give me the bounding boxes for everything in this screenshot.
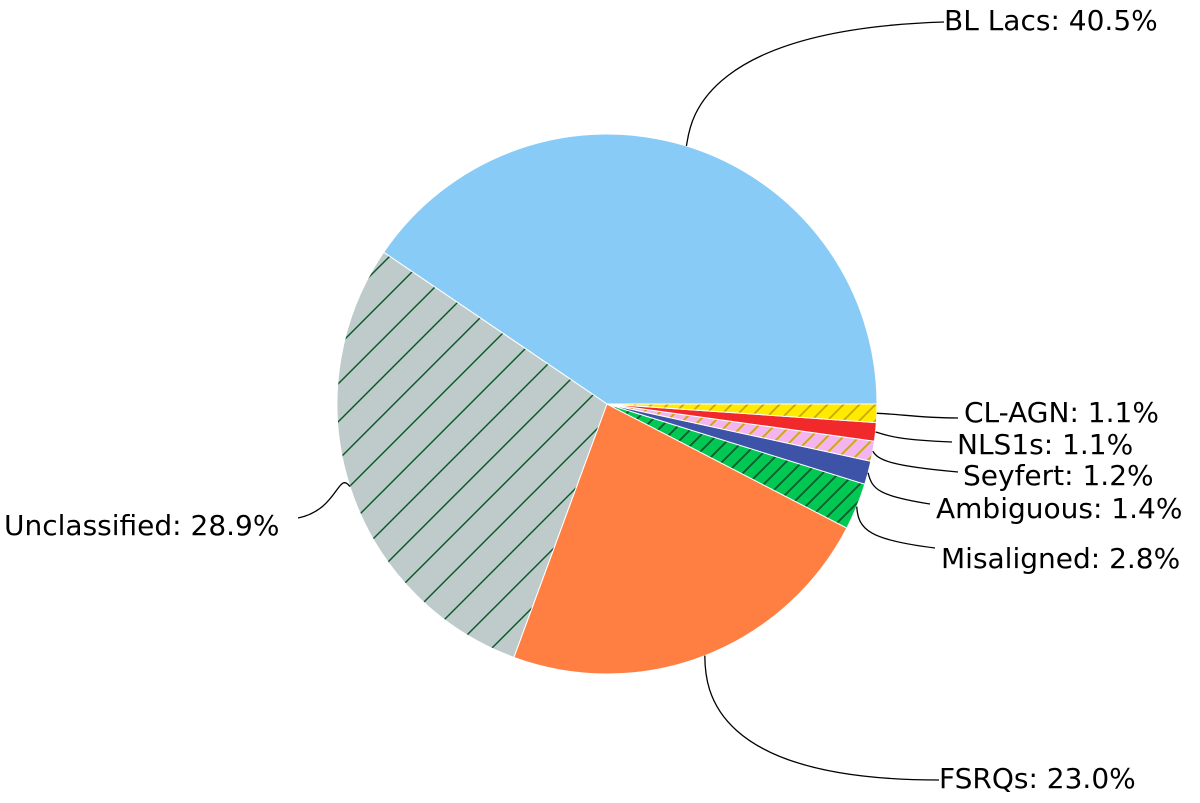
leader-line-misaligned (856, 506, 936, 549)
pie-slice-unclassified (336, 251, 608, 659)
slice-label-cl-agn: CL-AGN: 1.1% (964, 396, 1159, 429)
slice-label-unclassified: Unclassified: 28.9% (4, 509, 279, 542)
leader-line-bl-lacs (685, 21, 945, 147)
leader-line-fsrqs (704, 655, 940, 781)
slice-label-bl-lacs: BL Lacs: 40.5% (944, 4, 1158, 37)
pie-slice-bl-lacs (382, 133, 878, 405)
slice-label-nls1s: NLS1s: 1.1% (957, 428, 1133, 461)
leader-line-nls1s (875, 431, 953, 443)
leader-line-unclassified (297, 481, 351, 519)
slice-label-seyfert: Seyfert: 1.2% (963, 459, 1154, 492)
leader-line-seyfert (872, 450, 959, 473)
slice-label-ambiguous: Ambiguous: 1.4% (936, 492, 1182, 525)
leader-line-ambiguous (867, 472, 931, 505)
labels-layer: BL Lacs: 40.5% Unclassified: 28.9% FSRQs: … (4, 4, 1182, 795)
leader-line-cl-agn (876, 412, 959, 419)
slice-label-misaligned: Misaligned: 2.8% (941, 542, 1180, 575)
slices-layer (336, 133, 878, 675)
leader-lines-layer (297, 21, 959, 781)
pie-slice-fsrqs (513, 403, 848, 675)
slice-label-fsrqs: FSRQs: 23.0% (939, 762, 1136, 795)
